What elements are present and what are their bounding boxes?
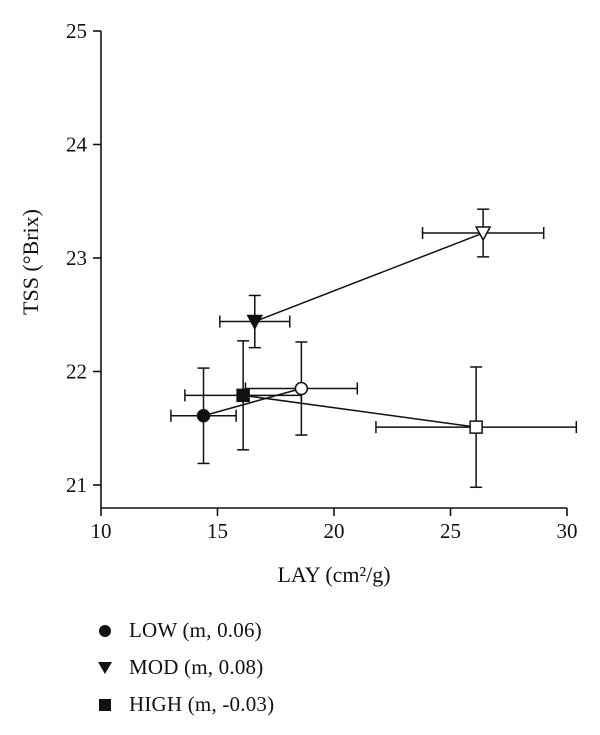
legend-item-low: LOW (m, 0.06) xyxy=(98,612,274,649)
x-tick-label: 15 xyxy=(207,519,228,543)
y-tick-label: 22 xyxy=(66,360,87,384)
y-axis-label: TSS (°Brix) xyxy=(18,209,43,315)
data-point-square xyxy=(236,388,250,403)
chart-marks xyxy=(170,208,578,489)
series-line xyxy=(203,387,302,417)
series-line xyxy=(254,232,484,323)
legend-label-high: HIGH (m, -0.03) xyxy=(129,692,275,716)
y-tick-label: 24 xyxy=(66,133,88,157)
y-tick-label: 25 xyxy=(66,19,87,43)
filled-triangle-down-icon xyxy=(98,661,112,675)
data-point-square xyxy=(469,420,483,434)
x-axis-label: LAY (cm²/g) xyxy=(277,562,390,587)
series-line xyxy=(243,394,477,428)
data-point-triangle xyxy=(474,226,492,242)
y-tick-label: 21 xyxy=(66,473,87,497)
axes: 21 22 23 24 25 10 15 20 25 30 xyxy=(66,19,578,543)
legend-item-high: HIGH (m, -0.03) xyxy=(98,686,274,723)
data-point-circle xyxy=(196,409,211,423)
legend: LOW (m, 0.06) MOD (m, 0.08) HIGH (m, -0.… xyxy=(98,612,274,723)
x-tick-label: 20 xyxy=(324,519,345,543)
filled-circle-icon xyxy=(98,624,112,638)
x-tick-label: 30 xyxy=(557,519,578,543)
filled-square-icon xyxy=(98,698,112,712)
data-point-circle xyxy=(294,381,309,396)
y-tick-label: 23 xyxy=(66,246,87,270)
data-point-triangle xyxy=(246,314,264,331)
legend-item-mod: MOD (m, 0.08) xyxy=(98,649,274,686)
legend-label-mod: MOD (m, 0.08) xyxy=(129,655,264,679)
x-tick-label: 25 xyxy=(440,519,461,543)
legend-label-low: LOW (m, 0.06) xyxy=(129,618,262,642)
x-tick-label: 10 xyxy=(91,519,112,543)
scatter-chart: 21 22 23 24 25 10 15 20 25 30 LAY (cm²/g) TSS (°B… xyxy=(18,19,578,587)
